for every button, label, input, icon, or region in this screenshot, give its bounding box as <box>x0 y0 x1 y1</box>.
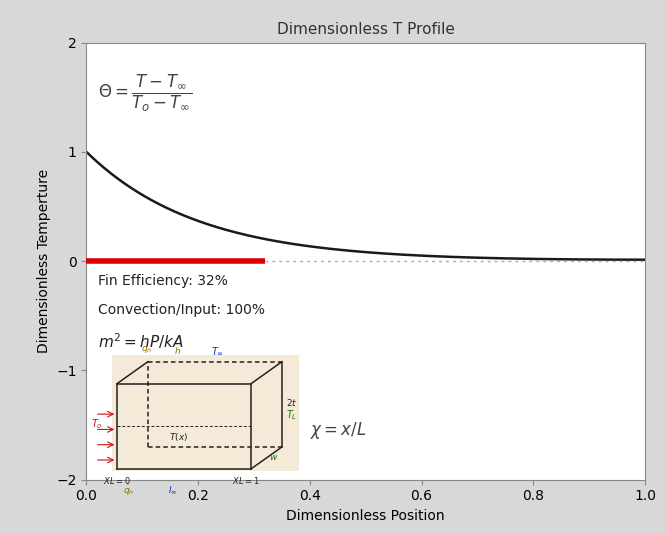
Text: $h$: $h$ <box>174 345 181 356</box>
Title: Dimensionless T Profile: Dimensionless T Profile <box>277 22 455 37</box>
Text: $2t$: $2t$ <box>287 397 298 408</box>
Text: Convection/Input: 100%: Convection/Input: 100% <box>98 303 265 317</box>
Text: $\chi = x/L$: $\chi = x/L$ <box>310 420 366 441</box>
Text: $XL{=}0$: $XL{=}0$ <box>103 475 131 486</box>
Text: $w$: $w$ <box>269 454 279 462</box>
Text: $T(x)$: $T(x)$ <box>169 431 188 442</box>
Text: $\dot{q}_h$: $\dot{q}_h$ <box>122 484 134 498</box>
Y-axis label: Dimensionless Temperture: Dimensionless Temperture <box>37 169 51 353</box>
Text: $T_L$: $T_L$ <box>287 408 298 422</box>
Text: $m^2 = hP/kA$: $m^2 = hP/kA$ <box>98 331 184 351</box>
X-axis label: Dimensionless Position: Dimensionless Position <box>287 509 445 523</box>
Text: $I_{\infty}$: $I_{\infty}$ <box>168 484 178 496</box>
FancyBboxPatch shape <box>112 355 299 471</box>
Text: $\Theta = \dfrac{T - T_{\infty}}{T_o - T_{\infty}}$: $\Theta = \dfrac{T - T_{\infty}}{T_o - T… <box>98 73 192 115</box>
Text: $T_o$: $T_o$ <box>91 417 103 431</box>
Text: Fin Efficiency: 32%: Fin Efficiency: 32% <box>98 274 227 288</box>
Text: $\dot{q}_h$: $\dot{q}_h$ <box>141 342 152 356</box>
Text: $T_{\infty}$: $T_{\infty}$ <box>211 345 224 357</box>
Text: $XL{=}1$: $XL{=}1$ <box>232 475 259 486</box>
